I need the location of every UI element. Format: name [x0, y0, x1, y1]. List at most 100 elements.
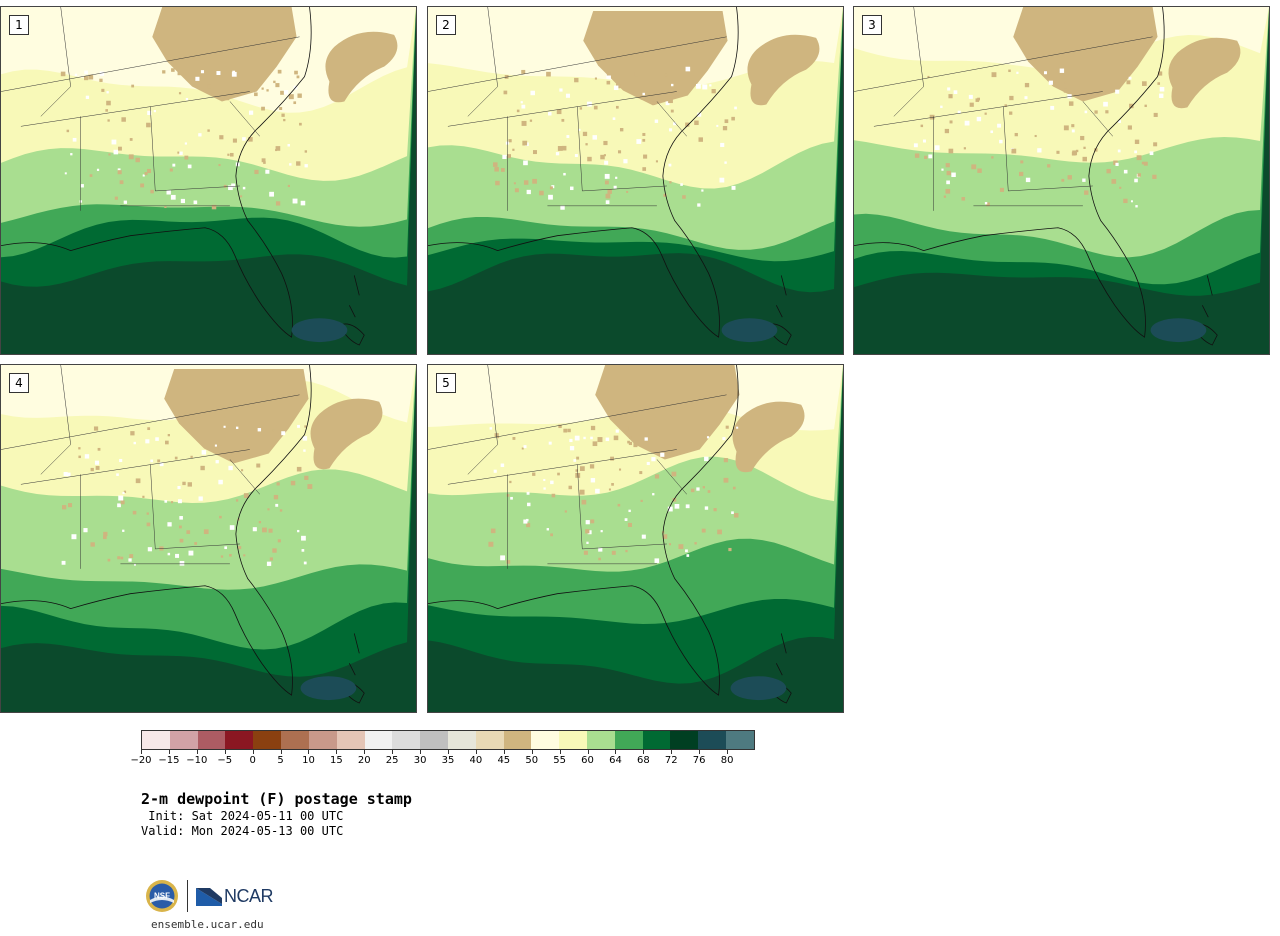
dewpoint-speckle: [1117, 149, 1121, 153]
coastline: [428, 7, 739, 338]
dewpoint-speckle: [1067, 175, 1072, 180]
dewpoint-speckle: [288, 94, 294, 100]
dewpoint-speckle: [177, 71, 182, 76]
dewpoint-speckle: [133, 563, 136, 566]
colorbar-tick-label: 25: [385, 755, 399, 766]
dewpoint-speckle: [90, 542, 95, 547]
dewpoint-speckle: [557, 145, 563, 151]
dewpoint-speckle: [114, 196, 118, 200]
dewpoint-speckle: [489, 427, 493, 430]
dewpoint-speckle: [171, 68, 175, 72]
dewpoint-speckle: [590, 519, 595, 524]
dewpoint-speckle: [654, 474, 660, 479]
dewpoint-speckle: [701, 189, 704, 192]
dry-air-region: [1013, 7, 1158, 102]
dewpoint-speckle: [283, 118, 286, 122]
dewpoint-speckle: [243, 554, 246, 557]
dewpoint-speckle: [132, 510, 137, 515]
dewpoint-speckle: [598, 557, 601, 561]
dewpoint-speckle: [673, 122, 677, 126]
state-boundary: [428, 394, 727, 450]
dewpoint-speckle: [604, 160, 609, 165]
dewpoint-speckle: [297, 529, 300, 533]
dewpoint-speckle: [174, 456, 178, 460]
dewpoint-speckle: [644, 437, 648, 441]
dewpoint-speckle: [144, 172, 148, 176]
dewpoint-speckle: [685, 66, 691, 72]
dewpoint-speckle: [593, 105, 598, 110]
dewpoint-speckle: [583, 550, 588, 555]
dewpoint-speckle: [603, 154, 606, 157]
dewpoint-speckle: [986, 202, 990, 207]
dewpoint-speckle: [731, 185, 736, 190]
dewpoint-speckle: [269, 557, 273, 561]
dewpoint-speckle: [706, 436, 710, 439]
very-moist-region: [730, 676, 787, 701]
dewpoint-speckle: [118, 495, 124, 501]
dewpoint-speckle: [117, 556, 121, 560]
dewpoint-speckle: [522, 140, 528, 146]
dewpoint-speckle: [604, 173, 610, 179]
colorbar-swatch: [420, 731, 448, 749]
dewpoint-speckle: [671, 83, 674, 87]
dewpoint-speckle: [231, 183, 236, 188]
colorbar-tick: [336, 750, 338, 754]
dewpoint-speckle: [709, 84, 712, 87]
dewpoint-speckle: [297, 93, 302, 98]
dewpoint-speckle: [287, 144, 291, 147]
colorbar-tick-label: 40: [469, 755, 483, 766]
dewpoint-speckle: [634, 71, 639, 77]
dewpoint-map-icon: [854, 7, 1269, 354]
dewpoint-speckle: [300, 200, 306, 206]
dewpoint-speckle: [242, 137, 246, 141]
dewpoint-speckle: [93, 426, 99, 431]
dewpoint-speckle: [118, 146, 122, 151]
colorbar-tick: [364, 750, 366, 754]
dewpoint-speckle: [135, 157, 140, 163]
dewpoint-speckle: [627, 522, 633, 527]
dewpoint-speckle: [603, 140, 608, 146]
dewpoint-speckle: [275, 83, 280, 88]
colorbar-tick: [141, 750, 142, 754]
dewpoint-speckle: [131, 84, 135, 88]
dewpoint-speckle: [598, 547, 603, 552]
dewpoint-speckle: [928, 154, 933, 159]
dewpoint-speckle: [128, 154, 134, 160]
dewpoint-speckle: [1084, 110, 1088, 114]
very-moist-region: [1150, 318, 1207, 343]
dewpoint-speckle: [559, 88, 563, 92]
dewpoint-speckle: [668, 543, 672, 546]
dewpoint-speckle: [628, 441, 633, 446]
dewpoint-speckle: [78, 447, 81, 450]
dewpoint-speckle: [180, 198, 186, 204]
dewpoint-speckle: [655, 160, 658, 163]
dewpoint-speckle: [128, 558, 132, 562]
dewpoint-speckle: [548, 194, 553, 200]
coastline: [1, 365, 312, 696]
dewpoint-speckle: [66, 129, 70, 133]
dewpoint-speckle: [268, 528, 273, 533]
state-boundary: [1008, 185, 1093, 192]
colorbar-tick-label: 80: [720, 755, 734, 766]
colorbar-swatch: [169, 731, 198, 749]
dewpoint-speckle: [574, 154, 578, 158]
dewpoint-speckle: [734, 513, 739, 518]
colorbar-swatch: [587, 731, 615, 749]
state-boundary: [155, 185, 240, 192]
dewpoint-speckle: [605, 200, 610, 204]
dewpoint-speckle: [507, 154, 511, 159]
dewpoint-speckle: [1024, 96, 1028, 100]
dewpoint-speckle: [945, 188, 951, 194]
state-boundary: [1, 394, 300, 450]
dewpoint-speckle: [62, 505, 67, 510]
colorbar-swatch: [531, 731, 560, 749]
dewpoint-speckle: [723, 477, 729, 483]
dewpoint-speckle: [617, 150, 622, 154]
dewpoint-speckle: [642, 132, 646, 136]
state-boundary: [155, 543, 240, 550]
dewpoint-speckle: [142, 174, 145, 177]
dewpoint-speckle: [273, 80, 276, 84]
dewpoint-speckle: [145, 439, 150, 444]
dewpoint-speckle: [153, 110, 156, 113]
colorbar-tick-label: 76: [692, 755, 706, 766]
